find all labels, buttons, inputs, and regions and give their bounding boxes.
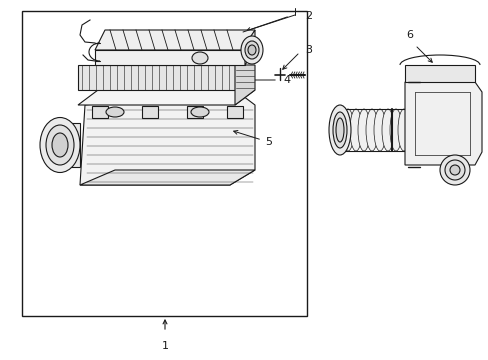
Polygon shape bbox=[95, 30, 254, 50]
Polygon shape bbox=[244, 30, 254, 65]
Text: 5: 5 bbox=[264, 137, 271, 147]
Polygon shape bbox=[60, 123, 80, 167]
Text: 4: 4 bbox=[283, 75, 289, 85]
Ellipse shape bbox=[439, 155, 469, 185]
Text: 6: 6 bbox=[406, 30, 413, 40]
Ellipse shape bbox=[444, 160, 464, 180]
Ellipse shape bbox=[332, 112, 346, 148]
Polygon shape bbox=[78, 90, 254, 105]
Polygon shape bbox=[95, 50, 244, 65]
Ellipse shape bbox=[373, 109, 385, 151]
Text: 3: 3 bbox=[305, 45, 311, 55]
Ellipse shape bbox=[341, 109, 353, 151]
Text: 1: 1 bbox=[161, 341, 168, 351]
Polygon shape bbox=[186, 106, 203, 118]
Polygon shape bbox=[235, 65, 254, 105]
Ellipse shape bbox=[40, 117, 80, 172]
Polygon shape bbox=[404, 65, 474, 82]
Ellipse shape bbox=[397, 109, 409, 151]
Ellipse shape bbox=[46, 125, 74, 165]
Ellipse shape bbox=[333, 109, 346, 151]
Polygon shape bbox=[80, 90, 254, 185]
Ellipse shape bbox=[357, 109, 369, 151]
Ellipse shape bbox=[389, 109, 401, 151]
Ellipse shape bbox=[365, 109, 377, 151]
Polygon shape bbox=[78, 65, 235, 90]
Polygon shape bbox=[80, 170, 254, 185]
Ellipse shape bbox=[328, 105, 350, 155]
Ellipse shape bbox=[449, 165, 459, 175]
Ellipse shape bbox=[106, 107, 124, 117]
Text: 2: 2 bbox=[305, 11, 311, 21]
Ellipse shape bbox=[191, 107, 208, 117]
Ellipse shape bbox=[381, 109, 393, 151]
Ellipse shape bbox=[247, 45, 256, 55]
Ellipse shape bbox=[349, 109, 361, 151]
Polygon shape bbox=[226, 106, 243, 118]
Ellipse shape bbox=[52, 133, 68, 157]
Polygon shape bbox=[92, 106, 108, 118]
Ellipse shape bbox=[241, 36, 263, 64]
Polygon shape bbox=[404, 82, 481, 165]
Ellipse shape bbox=[244, 41, 259, 59]
Polygon shape bbox=[142, 106, 158, 118]
Ellipse shape bbox=[192, 52, 207, 64]
Bar bbox=[22, 11, 306, 316]
Ellipse shape bbox=[335, 118, 343, 142]
